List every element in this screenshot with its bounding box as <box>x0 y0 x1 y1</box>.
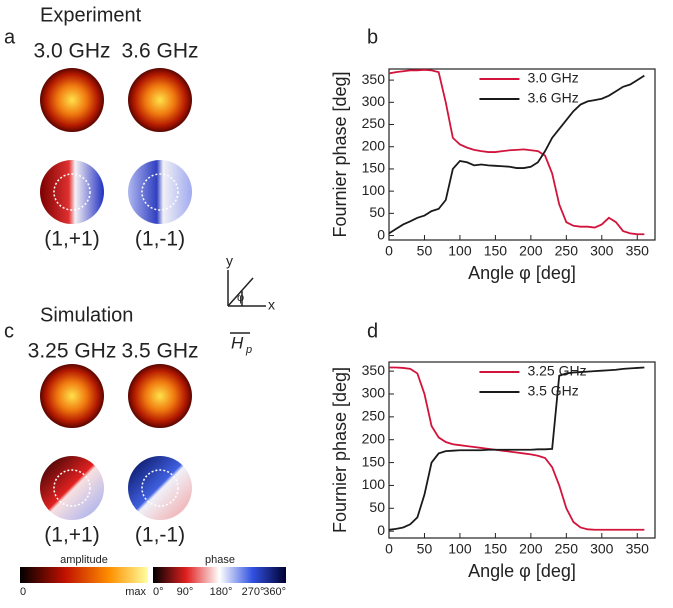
section-title: Experiment <box>40 4 142 26</box>
freq-label: 3.0 GHz <box>33 40 110 63</box>
y-tick-label: 0 <box>377 522 385 538</box>
legend-label: 3.5 GHz <box>527 383 578 399</box>
panel-label: d <box>367 320 378 342</box>
colorbar-title: phase <box>205 554 235 566</box>
mode-label: (1,-1) <box>135 524 185 547</box>
legend-label: 3.0 GHz <box>527 70 578 86</box>
mode-label: (1,+1) <box>44 524 99 547</box>
colorbar-label: max <box>125 586 146 598</box>
y-tick-label: 350 <box>362 71 386 87</box>
axis-icon-label: p <box>245 344 252 356</box>
y-tick-label: 350 <box>362 362 386 378</box>
x-tick-label: 50 <box>417 541 433 557</box>
x-tick-label: 350 <box>626 243 650 259</box>
x-tick-label: 300 <box>590 541 614 557</box>
x-axis-label: Angle φ [deg] <box>468 263 576 283</box>
y-tick-label: 50 <box>369 204 385 220</box>
y-axis-label: Fournier phase [deg] <box>330 367 350 533</box>
y-tick-label: 200 <box>362 137 386 153</box>
colorbar-label: 360° <box>263 586 286 598</box>
legend-label: 3.25 GHz <box>527 363 586 379</box>
y-tick-label: 100 <box>362 476 386 492</box>
x-tick-label: 200 <box>519 541 543 557</box>
x-tick-label: 300 <box>590 243 614 259</box>
y-tick-label: 150 <box>362 160 386 176</box>
x-tick-label: 200 <box>519 243 543 259</box>
series-line <box>389 70 644 234</box>
axes-icon <box>228 270 266 333</box>
axis-icon-label: φ <box>237 292 244 304</box>
colorbar-label: 180° <box>210 586 233 598</box>
section-title: Simulation <box>40 304 133 326</box>
colorbar-label: 270° <box>242 586 265 598</box>
plot-frame <box>389 69 655 240</box>
y-tick-label: 300 <box>362 385 386 401</box>
y-tick-label: 0 <box>377 226 385 242</box>
y-tick-label: 300 <box>362 93 386 109</box>
x-tick-label: 250 <box>555 541 579 557</box>
colorbar-label: 90° <box>177 586 194 598</box>
panel-label: a <box>4 26 16 48</box>
freq-label: 3.5 GHz <box>121 340 198 363</box>
y-tick-label: 100 <box>362 182 386 198</box>
axis-icon-label: H <box>231 333 244 352</box>
x-tick-label: 100 <box>448 243 472 259</box>
y-tick-label: 250 <box>362 115 386 131</box>
axis-icon-label: x <box>268 297 275 313</box>
colorbar-label: 0 <box>20 586 26 598</box>
y-tick-label: 200 <box>362 430 386 446</box>
y-tick-label: 150 <box>362 453 386 469</box>
x-tick-label: 0 <box>385 243 393 259</box>
x-tick-label: 50 <box>417 243 433 259</box>
x-tick-label: 250 <box>555 243 579 259</box>
axis-icon-label: y <box>226 253 233 269</box>
panel-label: b <box>367 26 378 48</box>
figure: Experiment a b c d 3.0 GHz 3.6 GHz (1,+1… <box>0 0 673 608</box>
x-axis-label: Angle φ [deg] <box>468 561 576 581</box>
freq-label: 3.6 GHz <box>121 40 198 63</box>
mode-label: (1,-1) <box>135 228 185 251</box>
colorbar-label: 0° <box>153 586 164 598</box>
y-tick-label: 50 <box>369 499 385 515</box>
x-tick-label: 100 <box>448 541 472 557</box>
x-tick-label: 150 <box>484 541 508 557</box>
colorbar-title: amplitude <box>60 554 108 566</box>
mode-label: (1,+1) <box>44 228 99 251</box>
y-tick-label: 250 <box>362 408 386 424</box>
freq-label: 3.25 GHz <box>28 340 117 363</box>
panel-label: c <box>4 320 14 342</box>
x-tick-label: 350 <box>626 541 650 557</box>
x-tick-label: 150 <box>484 243 508 259</box>
x-tick-label: 0 <box>385 541 393 557</box>
legend-label: 3.6 GHz <box>527 90 578 106</box>
y-axis-label: Fournier phase [deg] <box>330 71 350 237</box>
